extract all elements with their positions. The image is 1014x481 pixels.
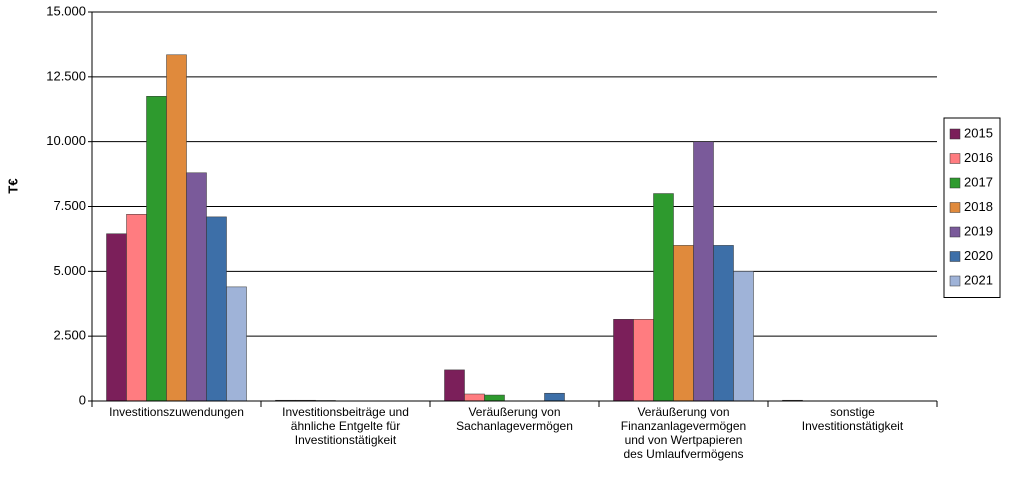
bar <box>633 319 654 402</box>
y-tick-label: 5.000 <box>53 263 86 278</box>
y-tick-label: 2.500 <box>53 328 86 343</box>
legend-label: 2016 <box>964 150 993 165</box>
legend-swatch <box>949 226 961 238</box>
y-tick-label: 10.000 <box>46 133 86 148</box>
bar <box>693 141 714 402</box>
bar <box>206 216 227 402</box>
bar <box>464 393 485 402</box>
legend-label: 2018 <box>964 199 993 214</box>
bar <box>544 392 565 402</box>
bar <box>166 54 187 402</box>
bar <box>713 245 734 402</box>
bar <box>186 172 207 402</box>
legend-swatch <box>949 202 961 213</box>
y-tick-label: 12.500 <box>46 68 86 83</box>
legend-label: 2019 <box>964 223 993 238</box>
legend-swatch <box>949 275 961 287</box>
legend-label: 2020 <box>964 248 993 263</box>
y-tick-label: 7.500 <box>53 198 86 213</box>
x-tick-label: Investitionsbeiträge und ähnliche Entgelt… <box>282 405 409 447</box>
y-tick-label: 15.000 <box>46 3 86 18</box>
legend-swatch <box>949 153 961 164</box>
y-axis-label: T€ <box>5 178 20 193</box>
x-tick-label: Veräußerung von Sachanlagevermögen <box>456 405 573 433</box>
y-tick-label: 0 <box>79 392 86 407</box>
x-tick-label: Investitionszuwendungen <box>109 405 244 419</box>
bar <box>484 394 505 402</box>
legend-swatch <box>949 251 961 262</box>
x-tick-label: Veräußerung von Finanzanlagevermögen und v… <box>621 405 746 461</box>
bar <box>146 96 167 402</box>
x-tick-label: sonstige Investitionstätigkeit <box>802 405 904 433</box>
bar <box>444 369 465 402</box>
legend-swatch <box>949 128 961 140</box>
bar <box>226 286 247 402</box>
bar <box>733 271 754 402</box>
bar <box>613 319 634 402</box>
bar <box>653 193 674 402</box>
bar <box>126 214 147 402</box>
legend-label: 2017 <box>964 174 993 189</box>
legend-label: 2021 <box>964 272 993 287</box>
legend-label: 2015 <box>964 125 993 140</box>
bar <box>673 245 694 402</box>
legend-swatch <box>949 177 961 189</box>
bar <box>106 233 127 402</box>
